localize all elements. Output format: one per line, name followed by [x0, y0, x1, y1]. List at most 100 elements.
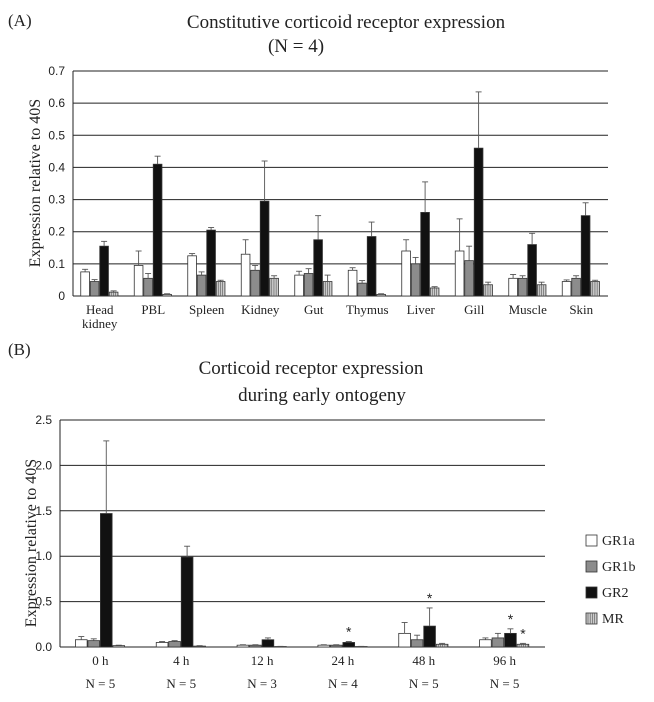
y-tick-label: 0.6 [48, 96, 65, 110]
bar-gr1b [250, 269, 260, 297]
x-tick-label: Gill [464, 302, 485, 317]
bar-gr1b [410, 263, 421, 297]
x-tick-label: kidney [82, 316, 118, 331]
bar-gr1a [80, 271, 90, 297]
x-tick-label: 0 h [92, 653, 109, 668]
panel-b-legend: GR1a GR1b GR2 MR [585, 534, 635, 627]
legend-label: GR1a [602, 534, 635, 549]
y-tick-label: 0.3 [48, 193, 65, 207]
panel-a-label: (A) [8, 11, 32, 30]
bar-gr1a [133, 265, 144, 297]
bar-gr1b [491, 637, 505, 648]
y-tick-label: 0.5 [35, 595, 52, 609]
bar-gr1b [143, 277, 153, 297]
y-tick-label: 0.7 [48, 64, 65, 78]
y-tick-label: 0.1 [48, 257, 65, 271]
x-tick-label: Head [86, 302, 114, 317]
bar-gr1a [398, 632, 411, 648]
y-tick-label: 1.0 [35, 549, 52, 563]
panel-b-subtitle: during early ontogeny [238, 385, 406, 406]
bar-gr2 [152, 163, 163, 297]
x-tick-label: Spleen [189, 302, 225, 317]
bar-gr2 [100, 513, 113, 648]
bar-gr2 [342, 642, 356, 648]
bar-gr2 [180, 556, 194, 648]
bar-mr [437, 644, 448, 647]
bar-mr [110, 292, 116, 296]
significance-annotation: * [520, 625, 526, 641]
bar-gr2 [261, 639, 275, 648]
y-tick-label: 2.0 [35, 458, 52, 472]
x-tick-label: Gut [304, 302, 324, 317]
legend-swatch-gr1b [585, 560, 598, 573]
significance-annotation: * [508, 611, 514, 627]
bar-gr1b [196, 274, 207, 297]
bar-gr1a [479, 639, 492, 648]
bar-mr [485, 284, 491, 296]
bar-gr1b [517, 277, 528, 297]
bar-gr1b [303, 273, 314, 297]
panel-b-ylabel: Expression relative to 40S [23, 459, 40, 627]
y-tick-label: 0.2 [48, 225, 65, 239]
bar-gr2 [423, 625, 436, 648]
bar-mr [538, 284, 544, 296]
bar-gr1b [464, 260, 474, 297]
x-tick-label: Kidney [241, 302, 280, 317]
bar-gr2 [580, 215, 591, 297]
legend-label: MR [602, 612, 624, 627]
sample-size-label: N = 5 [409, 676, 439, 691]
bar-mr [112, 645, 126, 648]
bar-gr1a [187, 255, 197, 297]
bar-gr2 [420, 212, 430, 297]
y-tick-label: 0.5 [48, 128, 65, 142]
bar-gr2 [259, 200, 270, 297]
bar-gr1a [454, 250, 465, 297]
legend-swatch-mr [587, 613, 595, 624]
legend-swatch-mr [585, 612, 598, 625]
bar-gr1a [508, 277, 518, 297]
legend-swatch-gr1a [585, 534, 598, 547]
bar-mr [431, 287, 437, 296]
x-tick-label: 48 h [412, 653, 435, 668]
panel-b-title: Corticoid receptor expression [199, 358, 424, 379]
bar-mr [217, 281, 223, 296]
x-tick-label: 12 h [251, 653, 274, 668]
bar-mr [324, 281, 330, 296]
bar-gr1b [89, 281, 100, 297]
bar-gr1a [155, 642, 169, 648]
bar-gr1a [75, 639, 88, 648]
bar-gr1a [347, 269, 358, 297]
bar-gr1b [410, 639, 424, 648]
bar-gr1a [561, 281, 572, 297]
bar-gr2 [313, 239, 323, 297]
x-tick-label: 24 h [332, 653, 355, 668]
x-tick-label: Liver [407, 302, 436, 317]
bar-mr [162, 293, 172, 297]
bar-gr1b [357, 282, 367, 297]
panel-a-ylabel: Expression relative to 40S [27, 99, 44, 267]
bar-gr1b [168, 641, 181, 648]
y-tick-label: 0.0 [35, 640, 52, 654]
bar-gr1b [87, 640, 101, 648]
panel-b-chart: 0.0 0.5 1.0 1.5 2.0 2.5 0 h N = 5 4 h N = 5 12 h N … [35, 413, 545, 691]
bar-mr [518, 644, 529, 647]
sample-size-label: N = 3 [247, 676, 277, 691]
bar-gr1b [249, 644, 262, 648]
x-tick-label: 4 h [173, 653, 190, 668]
legend-label: GR1b [602, 560, 635, 575]
panel-a-title: Constitutive corticoid receptor expressi… [187, 12, 506, 33]
bar-gr1a [240, 253, 251, 297]
legend-label: GR2 [602, 586, 628, 601]
bar-gr2 [366, 236, 377, 297]
significance-annotation: * [346, 624, 352, 640]
y-tick-label: 2.5 [35, 413, 52, 427]
sample-size-label: N = 5 [166, 676, 196, 691]
bar-gr1a [294, 274, 304, 297]
bar-gr2 [206, 229, 216, 297]
bar-gr1b [571, 277, 581, 297]
panel-a-subtitle: (N = 4) [268, 36, 324, 57]
bar-gr2 [473, 147, 484, 297]
x-tick-label: PBL [141, 302, 165, 317]
bar-gr2 [99, 245, 109, 297]
